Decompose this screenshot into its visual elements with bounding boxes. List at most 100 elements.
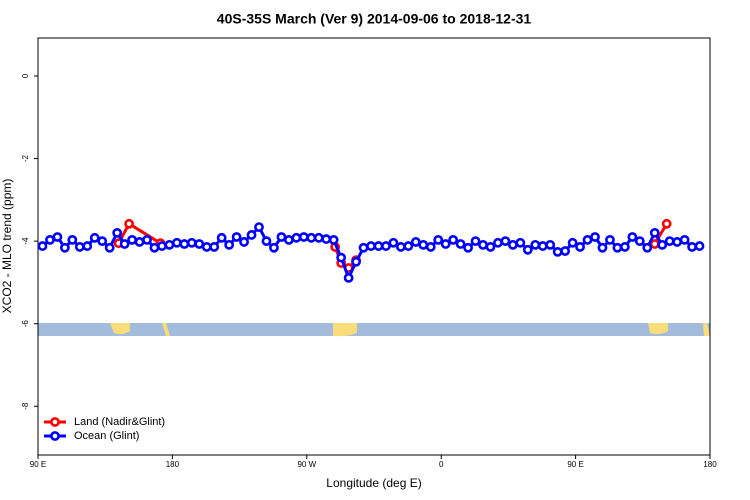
legend-label: Land (Nadir&Glint)	[74, 416, 165, 428]
point	[328, 234, 339, 245]
point	[627, 232, 638, 242]
point	[336, 252, 347, 263]
land-blob	[333, 323, 357, 337]
point	[59, 242, 70, 253]
point	[74, 242, 85, 252]
point	[134, 237, 145, 247]
point	[590, 232, 600, 242]
point	[582, 234, 593, 245]
point	[619, 242, 630, 252]
point	[485, 242, 496, 252]
point	[567, 237, 578, 248]
point	[366, 241, 376, 251]
point	[552, 246, 563, 257]
point	[440, 239, 451, 249]
point	[657, 239, 668, 250]
land-blob	[162, 323, 170, 336]
point	[515, 237, 526, 248]
point	[224, 239, 235, 250]
point	[507, 239, 518, 250]
point	[37, 241, 48, 251]
land-blob	[648, 323, 668, 335]
point	[403, 241, 414, 251]
point	[231, 232, 242, 242]
y-tick-label: -2	[21, 154, 30, 162]
x-axis-label: Longitude (deg E)	[326, 476, 421, 490]
point	[171, 237, 182, 248]
point	[612, 242, 623, 253]
point	[545, 239, 556, 250]
point	[321, 234, 332, 244]
point	[306, 232, 317, 243]
point	[142, 234, 152, 245]
point	[269, 242, 279, 253]
point	[455, 239, 466, 249]
legend-marker	[50, 417, 60, 427]
point	[537, 241, 548, 251]
point	[470, 236, 481, 247]
point	[239, 237, 249, 247]
point	[216, 232, 227, 243]
point	[149, 242, 160, 253]
point	[298, 232, 309, 242]
point	[89, 232, 100, 243]
point	[194, 239, 205, 249]
point	[560, 246, 571, 256]
x-tick-label: 90 E	[30, 460, 46, 469]
series-line	[41, 224, 700, 282]
point	[358, 242, 369, 253]
x-tick-label: 180	[703, 460, 717, 469]
point	[694, 241, 705, 251]
y-tick-label: -4	[21, 237, 30, 245]
point	[381, 241, 391, 251]
point	[97, 236, 108, 247]
point	[209, 242, 220, 252]
legend-marker	[50, 431, 60, 441]
x-tick-label: 180	[166, 460, 180, 469]
point	[463, 242, 473, 253]
point	[179, 239, 190, 249]
point	[687, 242, 697, 252]
point	[649, 239, 660, 249]
land-blob	[110, 323, 130, 335]
point	[373, 241, 384, 251]
point	[642, 242, 653, 253]
point	[522, 244, 533, 255]
legend-label: Ocean (Glint)	[74, 430, 139, 442]
x-tick-label: 0	[439, 460, 444, 469]
x-tick-label: 90 E	[567, 460, 583, 469]
point	[605, 234, 615, 245]
land-blob	[703, 323, 710, 336]
point	[679, 234, 690, 245]
point	[343, 272, 354, 283]
point	[124, 218, 134, 229]
point	[45, 234, 55, 245]
point	[254, 222, 264, 232]
point	[201, 242, 212, 252]
y-tick-label: -6	[21, 320, 30, 328]
point	[276, 232, 287, 242]
point	[291, 232, 302, 243]
point	[500, 236, 511, 247]
point	[530, 239, 541, 250]
land-ocean-strip	[38, 323, 710, 337]
point	[157, 241, 167, 251]
y-tick-label: -8	[21, 402, 30, 410]
point	[82, 241, 93, 251]
point	[119, 239, 130, 249]
point	[478, 239, 488, 250]
ocean-strip	[38, 323, 710, 336]
point	[246, 230, 257, 240]
point	[313, 232, 324, 243]
point	[410, 237, 421, 247]
point	[52, 232, 63, 242]
point	[127, 234, 137, 245]
point	[395, 242, 406, 252]
point	[425, 242, 436, 252]
point	[283, 234, 294, 245]
point	[388, 237, 399, 248]
y-tick-label: 0	[21, 73, 30, 78]
point	[112, 227, 123, 238]
point	[672, 237, 683, 247]
